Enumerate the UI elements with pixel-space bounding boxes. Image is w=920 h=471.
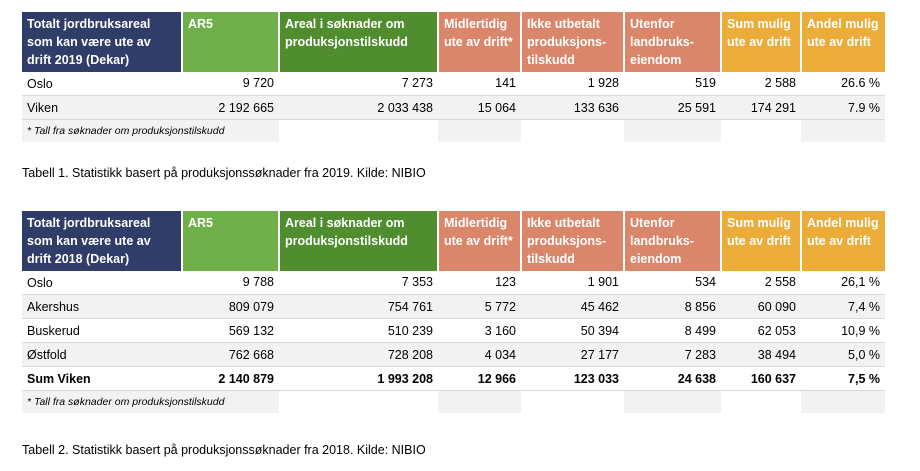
cell-midlertidig: 4 034 bbox=[438, 342, 521, 367]
cell-ikke-utbetalt: 133 636 bbox=[521, 95, 624, 120]
table-row: Oslo 9 720 7 273 141 1 928 519 2 588 26.… bbox=[22, 71, 885, 96]
footnote: * Tall fra søknader om produksjonstilsku… bbox=[22, 390, 279, 413]
cell-areal: 2 033 438 bbox=[279, 95, 438, 120]
table-row: Akershus 809 079 754 761 5 772 45 462 8 … bbox=[22, 294, 885, 319]
row-label: Oslo bbox=[22, 270, 182, 295]
cell-ikke-utbetalt: 50 394 bbox=[521, 318, 624, 343]
row-label: Sum Viken bbox=[22, 366, 182, 391]
header-ikke-utbetalt: Ikke utbetalt produksjons-tilskudd bbox=[521, 12, 625, 72]
cell-midlertidig: 15 064 bbox=[438, 95, 521, 120]
header-total: Totalt jordbruksareal som kan være ute a… bbox=[22, 211, 183, 271]
cell-ar5: 2 192 665 bbox=[182, 95, 279, 120]
cell-sum: 2 558 bbox=[721, 270, 801, 295]
table-2019: Totalt jordbruksareal som kan være ute a… bbox=[22, 12, 885, 142]
cell-ar5: 2 140 879 bbox=[182, 366, 279, 391]
cell-ikke-utbetalt: 1 928 bbox=[521, 71, 624, 96]
cell-utenfor: 519 bbox=[624, 71, 721, 96]
cell-ar5: 9 720 bbox=[182, 71, 279, 96]
cell-sum: 38 494 bbox=[721, 342, 801, 367]
cell-areal: 7 273 bbox=[279, 71, 438, 96]
cell-andel: 10,9 % bbox=[801, 318, 885, 343]
cell-midlertidig: 123 bbox=[438, 270, 521, 295]
row-label: Oslo bbox=[22, 71, 182, 96]
header-total: Totalt jordbruksareal som kan være ute a… bbox=[22, 12, 183, 72]
header-ikke-utbetalt: Ikke utbetalt produksjons-tilskudd bbox=[521, 211, 625, 271]
cell-andel: 26,1 % bbox=[801, 270, 885, 295]
cell-ar5: 569 132 bbox=[182, 318, 279, 343]
cell-midlertidig: 141 bbox=[438, 71, 521, 96]
cell-midlertidig: 3 160 bbox=[438, 318, 521, 343]
row-label: Buskerud bbox=[22, 318, 182, 343]
cell-ikke-utbetalt: 45 462 bbox=[521, 294, 624, 319]
table-row-total: Sum Viken 2 140 879 1 993 208 12 966 123… bbox=[22, 366, 885, 391]
cell-utenfor: 8 499 bbox=[624, 318, 721, 343]
cell-ikke-utbetalt: 27 177 bbox=[521, 342, 624, 367]
header-row: Totalt jordbruksareal som kan være ute a… bbox=[22, 211, 885, 271]
table-2019-caption: Tabell 1. Statistikk basert på produksjo… bbox=[22, 166, 426, 180]
cell-sum: 160 637 bbox=[721, 366, 801, 391]
cell-utenfor: 25 591 bbox=[624, 95, 721, 120]
table-2018-caption: Tabell 2. Statistikk basert på produksjo… bbox=[22, 443, 426, 457]
header-utenfor: Utenfor landbruks-eiendom bbox=[624, 12, 722, 72]
header-sum-mulig: Sum mulig ute av drift bbox=[721, 211, 802, 271]
cell-andel: 26.6 % bbox=[801, 71, 885, 96]
table-2018: Totalt jordbruksareal som kan være ute a… bbox=[22, 211, 885, 413]
cell-andel: 5,0 % bbox=[801, 342, 885, 367]
cell-areal: 510 239 bbox=[279, 318, 438, 343]
header-utenfor: Utenfor landbruks-eiendom bbox=[624, 211, 722, 271]
cell-areal: 7 353 bbox=[279, 270, 438, 295]
row-label: Akershus bbox=[22, 294, 182, 319]
header-sum-mulig: Sum mulig ute av drift bbox=[721, 12, 802, 72]
cell-ar5: 9 788 bbox=[182, 270, 279, 295]
cell-andel: 7,5 % bbox=[801, 366, 885, 391]
header-andel: Andel mulig ute av drift bbox=[801, 211, 885, 271]
footnote-row: * Tall fra søknader om produksjonstilsku… bbox=[22, 390, 885, 413]
table-row: Oslo 9 788 7 353 123 1 901 534 2 558 26,… bbox=[22, 270, 885, 295]
cell-ikke-utbetalt: 123 033 bbox=[521, 366, 624, 391]
table-2018-container: Totalt jordbruksareal som kan være ute a… bbox=[22, 211, 885, 413]
footnote-row: * Tall fra søknader om produksjonstilsku… bbox=[22, 119, 885, 142]
cell-sum: 60 090 bbox=[721, 294, 801, 319]
cell-midlertidig: 5 772 bbox=[438, 294, 521, 319]
cell-andel: 7.9 % bbox=[801, 95, 885, 120]
cell-ikke-utbetalt: 1 901 bbox=[521, 270, 624, 295]
header-ar5: AR5 bbox=[182, 211, 280, 271]
cell-areal: 728 208 bbox=[279, 342, 438, 367]
header-row: Totalt jordbruksareal som kan være ute a… bbox=[22, 12, 885, 72]
cell-ar5: 762 668 bbox=[182, 342, 279, 367]
cell-sum: 174 291 bbox=[721, 95, 801, 120]
cell-sum: 62 053 bbox=[721, 318, 801, 343]
header-areal-soknader: Areal i søknader om produksjonstilskudd bbox=[279, 12, 439, 72]
cell-midlertidig: 12 966 bbox=[438, 366, 521, 391]
cell-utenfor: 7 283 bbox=[624, 342, 721, 367]
row-label: Viken bbox=[22, 95, 182, 120]
table-row: Buskerud 569 132 510 239 3 160 50 394 8 … bbox=[22, 318, 885, 343]
cell-ar5: 809 079 bbox=[182, 294, 279, 319]
cell-areal: 1 993 208 bbox=[279, 366, 438, 391]
header-midlertidig: Midlertidig ute av drift* bbox=[438, 211, 522, 271]
header-midlertidig: Midlertidig ute av drift* bbox=[438, 12, 522, 72]
table-row: Viken 2 192 665 2 033 438 15 064 133 636… bbox=[22, 95, 885, 120]
cell-sum: 2 588 bbox=[721, 71, 801, 96]
row-label: Østfold bbox=[22, 342, 182, 367]
cell-andel: 7,4 % bbox=[801, 294, 885, 319]
cell-utenfor: 8 856 bbox=[624, 294, 721, 319]
header-andel: Andel mulig ute av drift bbox=[801, 12, 885, 72]
table-row: Østfold 762 668 728 208 4 034 27 177 7 2… bbox=[22, 342, 885, 367]
cell-areal: 754 761 bbox=[279, 294, 438, 319]
cell-utenfor: 534 bbox=[624, 270, 721, 295]
header-ar5: AR5 bbox=[182, 12, 280, 72]
footnote: * Tall fra søknader om produksjonstilsku… bbox=[22, 119, 279, 142]
cell-utenfor: 24 638 bbox=[624, 366, 721, 391]
header-areal-soknader: Areal i søknader om produksjonstilskudd bbox=[279, 211, 439, 271]
table-2019-container: Totalt jordbruksareal som kan være ute a… bbox=[22, 12, 885, 142]
